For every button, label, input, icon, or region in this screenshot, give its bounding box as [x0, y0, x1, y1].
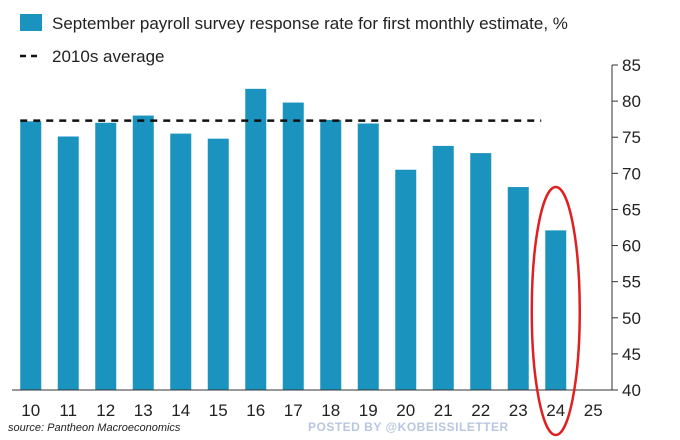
x-tick-label-12: 12 [96, 401, 115, 420]
bar-15 [207, 138, 229, 390]
x-tick-label-20: 20 [396, 401, 415, 420]
x-tick-label-10: 10 [21, 401, 40, 420]
bar-20 [395, 169, 417, 390]
bar-23 [507, 187, 529, 390]
legend-label-bars: September payroll survey response rate f… [52, 14, 568, 33]
x-tick-label-14: 14 [171, 401, 190, 420]
bar-22 [470, 153, 492, 390]
x-tick-label-21: 21 [434, 401, 453, 420]
source-note: source: Pantheon Macroeconomics [8, 422, 181, 434]
y-tick-label-75: 75 [622, 128, 641, 147]
x-tick-label-24: 24 [546, 401, 565, 420]
bar-24 [545, 230, 567, 390]
bar-16 [245, 88, 267, 390]
bar-14 [170, 133, 192, 390]
legend-label-average: 2010s average [52, 47, 164, 66]
credit-watermark: POSTED BY @KOBEISSILETTER [308, 420, 509, 434]
x-tick-label-17: 17 [284, 401, 303, 420]
y-axis: 40 45 50 55 60 65 70 75 80 85 [611, 56, 641, 400]
y-tick-label-85: 85 [622, 56, 641, 75]
x-tick-label-11: 11 [59, 401, 77, 420]
bar-17 [282, 102, 304, 391]
y-tick-label-70: 70 [622, 164, 641, 183]
x-axis: 10 11 12 13 14 15 16 17 18 19 20 21 22 23 24 25 [12, 389, 612, 420]
y-tick-label-55: 55 [622, 273, 641, 292]
y-tick-label-50: 50 [622, 309, 641, 328]
x-tick-label-22: 22 [471, 401, 490, 420]
bars-group [20, 88, 567, 391]
bar-13 [132, 115, 154, 391]
x-tick-label-19: 19 [359, 401, 378, 420]
highlight-group [530, 185, 581, 437]
legend-swatch-bar [20, 14, 42, 31]
x-tick-label-13: 13 [134, 401, 153, 420]
y-tick-label-65: 65 [622, 200, 641, 219]
y-tick-label-80: 80 [622, 92, 641, 111]
y-tick-label-45: 45 [622, 345, 641, 364]
bar-18 [320, 119, 342, 390]
bar-12 [95, 122, 117, 391]
legend: September payroll survey response rate f… [20, 14, 568, 66]
highlight-ellipse-24 [530, 185, 581, 437]
x-tick-label-16: 16 [246, 401, 265, 420]
x-tick-label-15: 15 [209, 401, 228, 420]
y-tick-label-40: 40 [622, 381, 641, 400]
bar-10 [20, 121, 42, 390]
bar-11 [57, 136, 79, 390]
x-tick-label-25: 25 [584, 401, 603, 420]
bar-19 [357, 123, 379, 390]
bar-21 [432, 145, 454, 390]
x-tick-label-23: 23 [509, 401, 528, 420]
y-tick-label-60: 60 [622, 237, 641, 256]
x-tick-label-18: 18 [321, 401, 340, 420]
